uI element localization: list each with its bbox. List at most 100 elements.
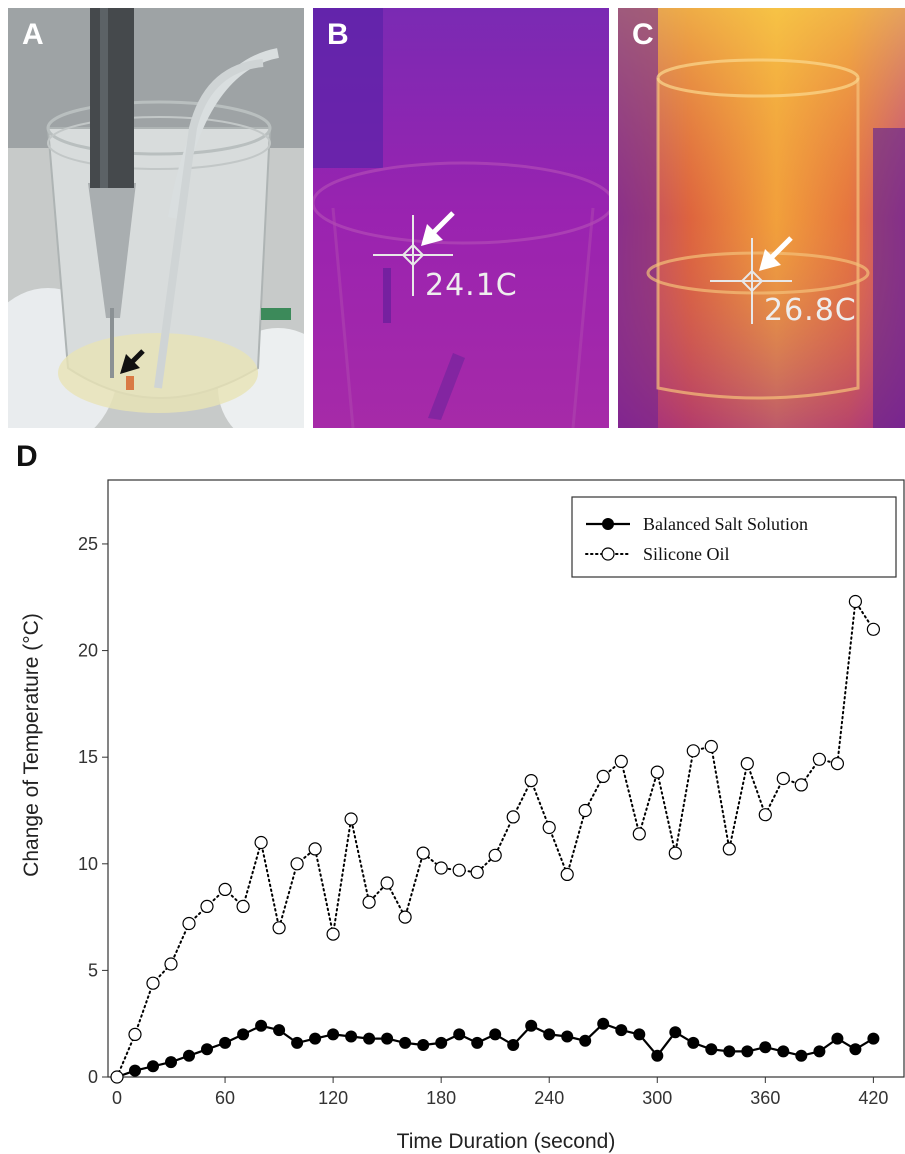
data-point-balanced-salt-solution <box>165 1056 177 1069</box>
panel-a-photo: A <box>8 8 304 428</box>
data-point-silicone-oil <box>686 744 700 758</box>
data-point-balanced-salt-solution <box>561 1030 574 1043</box>
y-tick-label: 20 <box>78 641 98 661</box>
y-tick-label: 15 <box>78 747 98 767</box>
data-point-balanced-salt-solution <box>399 1036 412 1049</box>
thermal-c-illustration <box>618 8 905 428</box>
data-point-balanced-salt-solution <box>633 1028 646 1041</box>
data-point-silicone-oil <box>272 921 286 935</box>
photo-a-illustration <box>8 8 304 428</box>
data-point-balanced-salt-solution <box>345 1030 358 1043</box>
data-point-silicone-oil <box>128 1027 142 1042</box>
data-point-silicone-oil <box>344 812 358 826</box>
data-point-silicone-oil <box>722 842 736 856</box>
plot-frame <box>107 479 905 1078</box>
data-point-balanced-salt-solution <box>579 1034 592 1047</box>
data-point-silicone-oil <box>650 765 664 779</box>
data-point-balanced-salt-solution <box>507 1039 520 1051</box>
panel-b-letter: B <box>327 18 349 51</box>
panel-a-letter: A <box>22 18 44 51</box>
data-point-balanced-salt-solution <box>597 1017 610 1030</box>
data-point-balanced-salt-solution <box>489 1028 502 1041</box>
data-point-balanced-salt-solution <box>705 1043 718 1056</box>
data-point-balanced-salt-solution <box>795 1049 808 1062</box>
x-axis-title: Time Duration (second) <box>397 1130 616 1153</box>
data-point-balanced-salt-solution <box>381 1032 394 1045</box>
data-point-silicone-oil <box>614 754 628 769</box>
data-point-silicone-oil <box>848 594 863 609</box>
data-point-balanced-salt-solution <box>183 1049 195 1062</box>
data-point-silicone-oil <box>146 976 160 990</box>
temperature-readout-b: 24.1C <box>425 268 518 303</box>
temperature-chart: 0 5 10 15 20 25 0 60 120 180 240 300 360 420 Change … <box>20 479 905 1153</box>
legend-marker-silicone-oil <box>601 547 615 561</box>
data-point-balanced-salt-solution <box>669 1026 682 1039</box>
y-tick-label: 25 <box>78 534 98 554</box>
data-point-silicone-oil <box>866 622 881 636</box>
data-point-silicone-oil <box>812 752 827 766</box>
data-point-silicone-oil <box>398 910 412 924</box>
data-point-balanced-salt-solution <box>417 1039 430 1051</box>
data-point-silicone-oil <box>200 899 214 914</box>
data-point-balanced-salt-solution <box>867 1032 880 1045</box>
white-arrow-icon <box>421 211 455 246</box>
panel-d-letter: D <box>16 440 38 473</box>
data-point-silicone-oil <box>506 810 520 824</box>
x-tick-label: 360 <box>750 1088 780 1108</box>
series-layer <box>110 594 881 1084</box>
data-point-silicone-oil <box>434 861 448 875</box>
data-point-silicone-oil <box>254 835 268 850</box>
data-point-silicone-oil <box>830 756 845 771</box>
data-point-balanced-salt-solution <box>201 1043 213 1056</box>
y-tick-label: 5 <box>88 960 98 980</box>
data-point-balanced-salt-solution <box>291 1036 304 1049</box>
data-point-balanced-salt-solution <box>309 1032 322 1045</box>
data-point-silicone-oil <box>758 808 772 822</box>
data-point-balanced-salt-solution <box>453 1028 466 1041</box>
y-tick-label: 10 <box>78 854 98 874</box>
data-point-balanced-salt-solution <box>723 1045 736 1058</box>
data-point-balanced-salt-solution <box>759 1041 772 1054</box>
data-point-balanced-salt-solution <box>849 1043 862 1056</box>
data-point-balanced-salt-solution <box>129 1064 141 1077</box>
data-point-balanced-salt-solution <box>741 1045 754 1058</box>
data-point-silicone-oil <box>524 773 538 788</box>
data-point-silicone-oil <box>488 848 502 862</box>
data-point-silicone-oil <box>668 846 682 860</box>
data-point-silicone-oil <box>416 846 430 860</box>
x-tick-label: 0 <box>112 1088 122 1108</box>
legend: Balanced Salt Solution Silicone Oil <box>571 496 897 578</box>
x-tick-label: 180 <box>426 1088 456 1108</box>
data-point-silicone-oil <box>596 769 610 784</box>
panel-b-thermal-image: B 24.1C <box>313 8 609 428</box>
data-point-silicone-oil <box>740 756 754 771</box>
data-point-balanced-salt-solution <box>543 1028 556 1041</box>
data-point-balanced-salt-solution <box>687 1036 700 1049</box>
data-point-silicone-oil <box>308 842 322 856</box>
data-point-silicone-oil <box>632 827 646 841</box>
data-point-balanced-salt-solution <box>273 1024 286 1037</box>
crosshair-icon <box>373 215 453 296</box>
data-point-silicone-oil <box>110 1070 124 1084</box>
panel-c-thermal-image: C 26.8C <box>618 8 905 428</box>
data-point-balanced-salt-solution <box>255 1019 268 1032</box>
data-point-silicone-oil <box>470 865 484 879</box>
crosshair-icon <box>710 238 792 324</box>
x-tick-label: 120 <box>318 1088 348 1108</box>
legend-box <box>571 496 897 578</box>
data-point-silicone-oil <box>290 857 304 871</box>
data-point-balanced-salt-solution <box>219 1036 232 1049</box>
x-tick-label: 60 <box>215 1088 235 1108</box>
data-point-balanced-salt-solution <box>651 1049 664 1062</box>
legend-marker-balanced-salt-solution <box>602 518 614 530</box>
temperature-readout-c: 26.8C <box>764 293 857 328</box>
data-point-balanced-salt-solution <box>777 1045 790 1058</box>
x-tick-label: 420 <box>858 1088 888 1108</box>
data-point-silicone-oil <box>452 863 466 877</box>
data-point-balanced-salt-solution <box>813 1045 826 1058</box>
data-point-silicone-oil <box>704 739 718 754</box>
data-point-silicone-oil <box>182 916 196 931</box>
white-arrow-icon <box>759 236 793 271</box>
data-point-silicone-oil <box>776 771 790 786</box>
data-point-silicone-oil <box>218 882 232 897</box>
